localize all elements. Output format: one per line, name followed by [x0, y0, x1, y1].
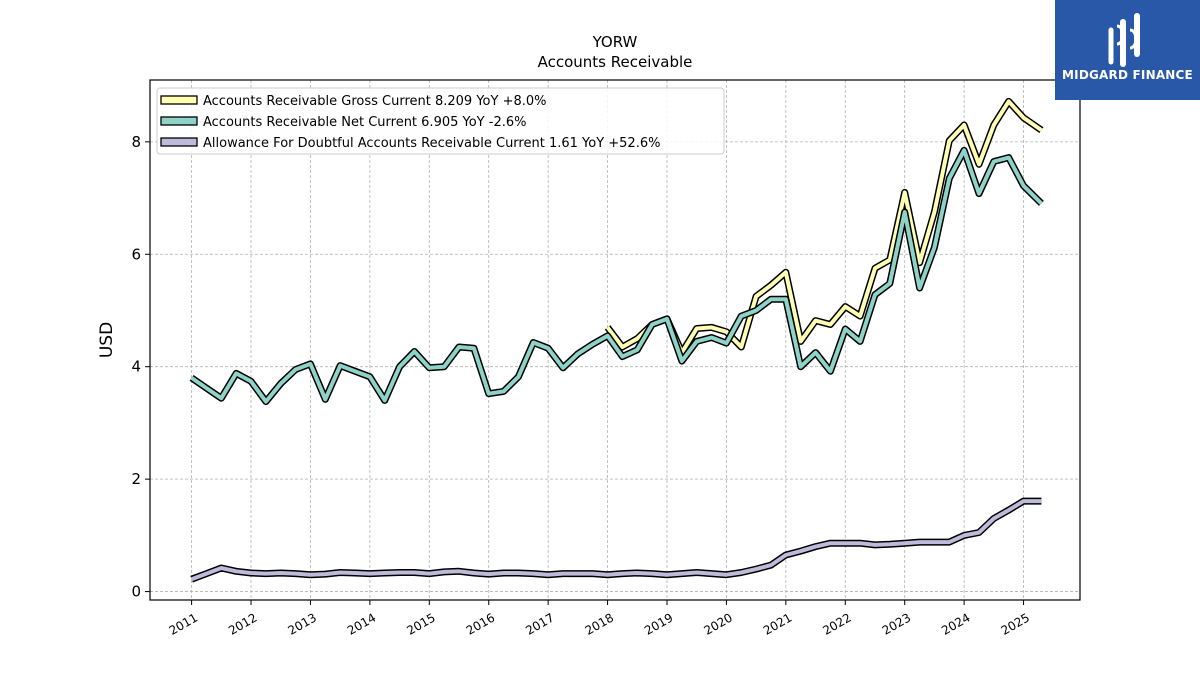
x-tick-label: 2019 [642, 610, 675, 637]
x-tick-label: 2025 [999, 610, 1032, 637]
x-tick-label: 2015 [404, 610, 437, 637]
series-lines [189, 97, 1044, 583]
legend-label: Allowance For Doubtful Accounts Receivab… [203, 136, 660, 151]
plot-frame [149, 79, 1081, 601]
legend: Accounts Receivable Gross Current 8.209 … [156, 87, 725, 155]
chart-subtitle: Accounts Receivable [538, 53, 693, 71]
x-tick-label: 2018 [583, 610, 616, 637]
x-tick-label: 2023 [880, 610, 913, 637]
legend-swatch [160, 137, 198, 147]
brand-logo: MIDGARD FINANCE [1055, 0, 1200, 100]
x-tick-label: 2021 [761, 610, 794, 637]
brand-logo-text: MIDGARD FINANCE [1062, 68, 1193, 82]
y-tick-label: 8 [131, 133, 141, 151]
series-line-2 [190, 499, 1042, 582]
legend-swatch [160, 116, 198, 126]
x-tick-label: 2020 [701, 610, 734, 637]
series-outline-1 [189, 146, 1044, 406]
legend-label: Accounts Receivable Net Current 6.905 Yo… [203, 115, 526, 130]
x-tick-label: 2013 [285, 610, 318, 637]
chart-title: YORW [592, 33, 638, 51]
legend-swatch [160, 95, 198, 105]
legend-label: Accounts Receivable Gross Current 8.209 … [203, 94, 546, 109]
legend-box [156, 87, 725, 155]
y-axis-label: USD [97, 322, 117, 358]
y-tick-label: 2 [131, 470, 141, 488]
x-tick-label: 2017 [523, 610, 556, 637]
axes: 2011 2012 2013 2014 2015 2016 2017 2018 2019 2020… [131, 133, 1032, 638]
y-tick-label: 6 [131, 245, 141, 263]
y-tick-label: 0 [131, 583, 141, 601]
x-tick-label: 2024 [939, 610, 972, 637]
x-tick-label: 2014 [345, 610, 378, 637]
series-outline-2 [190, 497, 1042, 583]
x-tick-label: 2011 [167, 610, 200, 637]
x-tick-label: 2016 [464, 610, 497, 637]
x-tick-label: 2022 [820, 610, 853, 637]
brand-logo-icon [1108, 13, 1140, 67]
y-tick-label: 4 [131, 358, 141, 376]
x-tick-label: 2012 [226, 610, 259, 637]
series-line-1 [190, 148, 1043, 404]
